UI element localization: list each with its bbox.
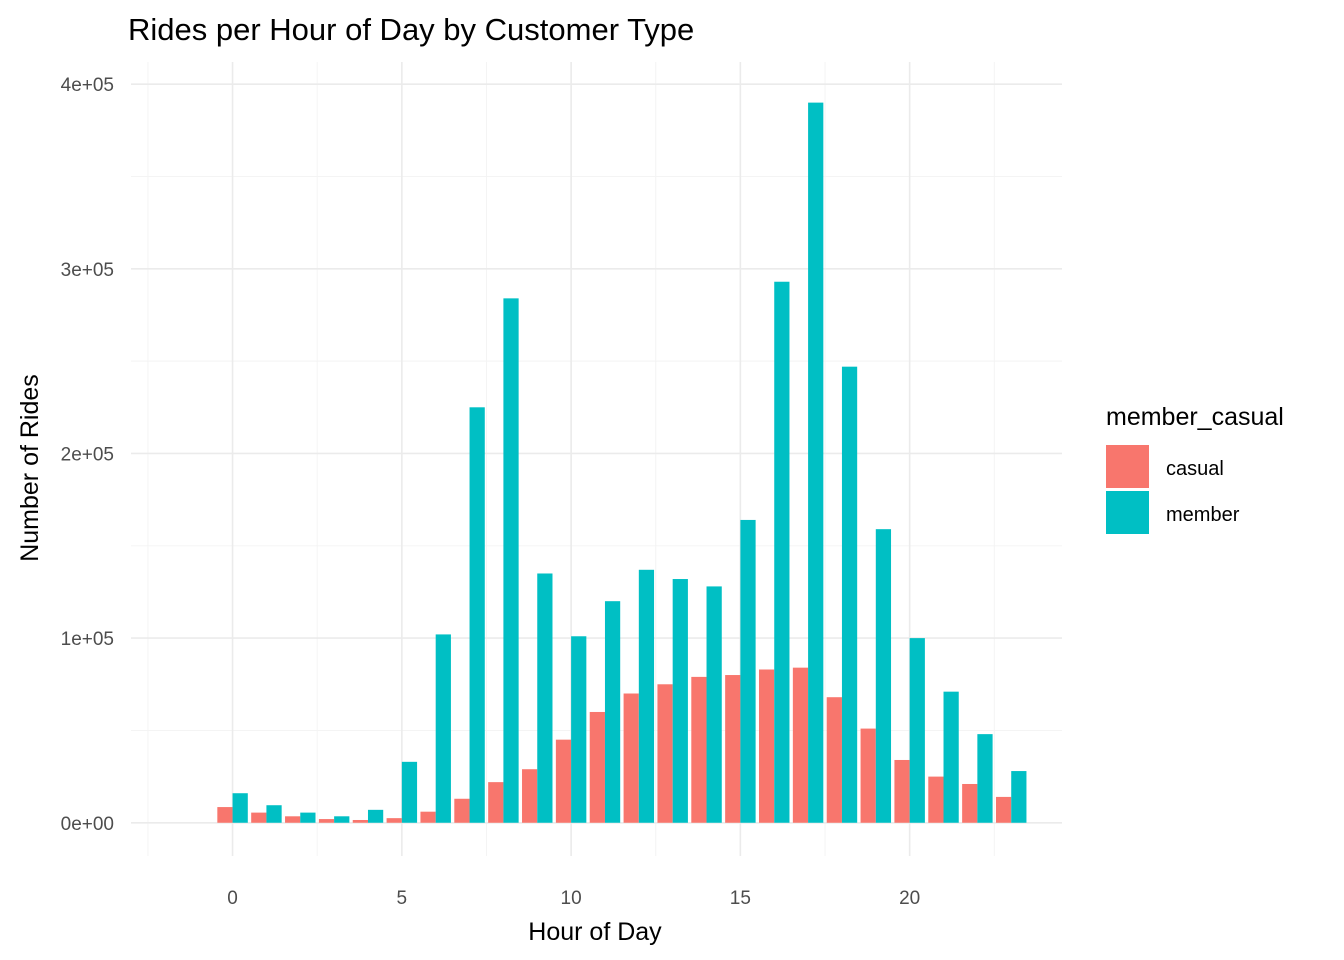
gridlines bbox=[131, 62, 1062, 856]
bar-member-hour-13 bbox=[672, 579, 688, 823]
bar-member-hour-2 bbox=[300, 812, 316, 823]
x-tick-label: 10 bbox=[561, 888, 582, 909]
y-tick-label: 3e+05 bbox=[61, 260, 114, 281]
bar-casual-hour-15 bbox=[725, 675, 741, 823]
bar-casual-hour-2 bbox=[285, 816, 301, 823]
legend-label-member: member bbox=[1166, 504, 1240, 526]
y-axis-title: Number of Rides bbox=[16, 374, 44, 562]
bars bbox=[217, 102, 1027, 823]
bar-member-hour-1 bbox=[266, 805, 282, 823]
y-tick-label: 0e+00 bbox=[61, 814, 114, 835]
y-tick-label: 2e+05 bbox=[61, 444, 114, 465]
bar-casual-hour-9 bbox=[522, 769, 538, 823]
bar-casual-hour-21 bbox=[928, 776, 944, 823]
tick-labels: 0e+00 1e+05 2e+05 3e+05 4e+05 0 5 10 15 20 bbox=[61, 75, 921, 909]
bar-casual-hour-11 bbox=[589, 711, 605, 823]
bar-member-hour-16 bbox=[774, 281, 790, 823]
bar-member-hour-21 bbox=[943, 691, 959, 823]
bar-member-hour-22 bbox=[977, 734, 993, 823]
bar-member-hour-5 bbox=[401, 761, 418, 823]
bar-casual-hour-6 bbox=[420, 811, 436, 823]
bar-casual-hour-14 bbox=[691, 676, 707, 823]
bar-casual-hour-5 bbox=[386, 818, 402, 823]
bar-casual-hour-17 bbox=[792, 667, 809, 823]
chart-title: Rides per Hour of Day by Customer Type bbox=[128, 12, 694, 47]
bar-member-hour-17 bbox=[808, 102, 824, 823]
legend-key-casual bbox=[1106, 445, 1149, 488]
x-tick-label: 0 bbox=[227, 888, 238, 909]
bar-member-hour-4 bbox=[367, 809, 384, 823]
bar-casual-hour-7 bbox=[454, 798, 470, 823]
bar-casual-hour-1 bbox=[251, 812, 267, 823]
bar-casual-hour-0 bbox=[217, 807, 233, 823]
legend-title: member_casual bbox=[1106, 403, 1284, 431]
bar-member-hour-10 bbox=[571, 636, 587, 823]
bar-member-hour-14 bbox=[706, 586, 722, 823]
bar-member-hour-3 bbox=[334, 816, 350, 823]
bar-member-hour-18 bbox=[841, 366, 858, 823]
bar-member-hour-20 bbox=[909, 638, 925, 823]
bar-casual-hour-18 bbox=[826, 697, 842, 823]
legend-label-casual: casual bbox=[1166, 458, 1224, 480]
bar-member-hour-7 bbox=[469, 407, 485, 823]
x-tick-label: 15 bbox=[730, 888, 751, 909]
bar-casual-hour-19 bbox=[860, 728, 876, 823]
bar-member-hour-9 bbox=[537, 573, 553, 823]
bar-casual-hour-23 bbox=[995, 796, 1012, 823]
x-axis-title: Hour of Day bbox=[528, 918, 662, 946]
legend: member_casual casual member bbox=[1106, 403, 1284, 534]
bar-casual-hour-10 bbox=[555, 739, 572, 823]
bar-member-hour-19 bbox=[875, 529, 892, 823]
y-tick-label: 1e+05 bbox=[61, 629, 114, 650]
bar-casual-hour-22 bbox=[962, 783, 978, 823]
bar-casual-hour-4 bbox=[352, 819, 368, 823]
x-tick-label: 5 bbox=[397, 888, 408, 909]
bar-member-hour-6 bbox=[435, 634, 451, 823]
bar-casual-hour-12 bbox=[623, 693, 639, 823]
bar-casual-hour-8 bbox=[488, 782, 504, 823]
bar-member-hour-0 bbox=[232, 793, 248, 823]
bar-member-hour-15 bbox=[740, 519, 756, 823]
bar-casual-hour-16 bbox=[759, 669, 775, 823]
bar-casual-hour-13 bbox=[657, 684, 673, 823]
bar-member-hour-12 bbox=[638, 569, 655, 823]
y-tick-label: 4e+05 bbox=[61, 75, 114, 96]
bar-member-hour-11 bbox=[604, 601, 621, 823]
bar-casual-hour-20 bbox=[894, 759, 910, 823]
bar-casual-hour-3 bbox=[318, 819, 335, 823]
bar-member-hour-23 bbox=[1011, 771, 1027, 823]
x-tick-label: 20 bbox=[899, 888, 920, 909]
legend-key-member bbox=[1106, 491, 1149, 534]
bar-member-hour-8 bbox=[503, 298, 519, 823]
